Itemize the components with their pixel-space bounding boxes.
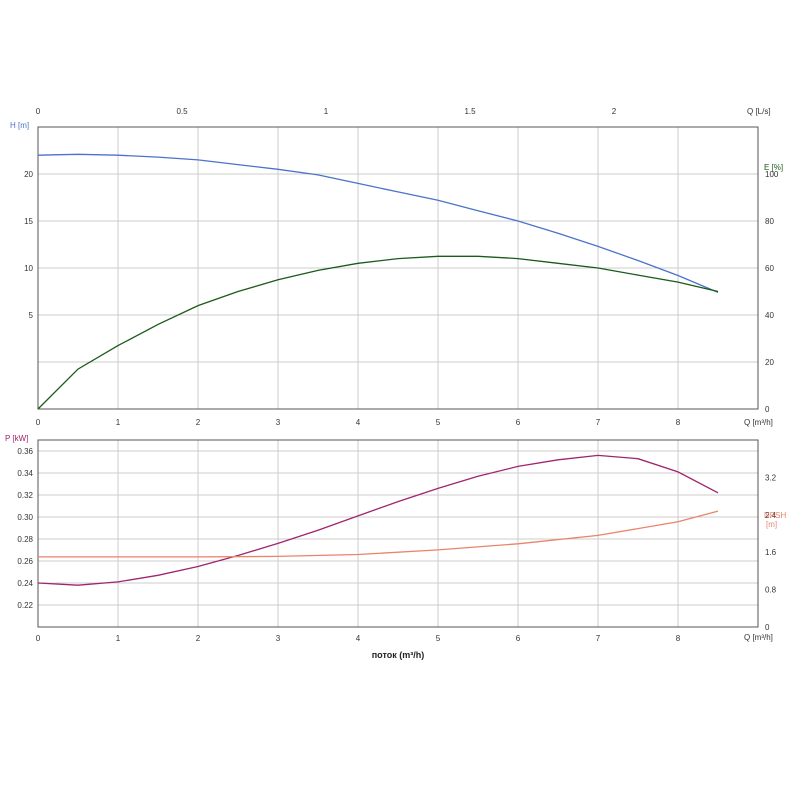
lower-x-tick-label: 7 [596,634,601,643]
npsh-axis-unit-line2: [m] [766,520,777,529]
power-tick-label: 0.28 [17,535,33,544]
npsh-tick-label: 1.6 [765,548,777,557]
efficiency-axis-unit: E [%] [764,163,783,172]
efficiency-tick-label: 0 [765,405,770,414]
top-x-tick-label: 2 [612,107,617,116]
head-tick-label: 15 [24,217,33,226]
top-x-tick-label: 0.5 [176,107,188,116]
power-tick-label: 0.24 [17,579,33,588]
power-tick-label: 0.30 [17,513,33,522]
efficiency-tick-label: 100 [765,170,779,179]
head-tick-label: 5 [29,311,34,320]
lower-x-tick-label: 3 [276,634,281,643]
efficiency-tick-label: 40 [765,311,774,320]
power-axis-unit: P [kW] [5,434,28,443]
upper-x-tick-label: 1 [116,418,121,427]
upper-x-axis-unit: Q [m³/h] [744,418,773,427]
upper-x-tick-label: 3 [276,418,281,427]
lower-panel-ticks: 0 1 2 3 4 5 6 7 8 0.22 0.24 0.26 0.28 0.30 0.32 0.34 0.3… [17,447,776,643]
efficiency-curve [37,255,719,410]
upper-panel-series [37,153,719,410]
head-tick-label: 20 [24,170,33,179]
power-tick-label: 0.36 [17,447,33,456]
upper-x-tick-label: 4 [356,418,361,427]
top-x-tick-label: 0 [36,107,41,116]
head-axis-unit: H [m] [10,121,29,130]
npsh-curve [38,510,719,558]
power-curve [37,454,719,586]
head-curve [37,153,719,293]
lower-x-tick-label: 4 [356,634,361,643]
lower-x-tick-label: 6 [516,634,521,643]
upper-x-tick-label: 2 [196,418,201,427]
lower-x-tick-label: 1 [116,634,121,643]
x-axis-title: поток (m³/h) [372,650,425,660]
lower-panel-grid [38,440,758,627]
top-x-tick-label: 1.5 [464,107,476,116]
upper-x-tick-label: 5 [436,418,441,427]
lower-panel-series [37,454,719,586]
top-x-axis-unit: Q [L/s] [747,107,771,116]
lower-x-tick-label: 8 [676,634,681,643]
npsh-tick-label: 3.2 [765,473,777,482]
upper-x-tick-label: 8 [676,418,681,427]
upper-panel-frame [37,126,759,410]
upper-x-tick-label: 7 [596,418,601,427]
lower-x-tick-label: 0 [36,634,41,643]
npsh-tick-label: 0.8 [765,586,777,595]
npsh-tick-label: 0 [765,623,770,632]
lower-x-tick-label: 5 [436,634,441,643]
top-x-tick-label: 1 [324,107,329,116]
npsh-tick-label: 2.4 [765,511,777,520]
power-tick-label: 0.34 [17,469,33,478]
npsh-axis-unit-line1: NPSH [764,511,786,520]
lower-x-axis-unit: Q [m³/h] [744,633,773,642]
upper-x-tick-label: 6 [516,418,521,427]
upper-panel-grid [38,127,758,409]
head-tick-label: 10 [24,264,33,273]
power-tick-label: 0.26 [17,557,33,566]
efficiency-tick-label: 80 [765,217,774,226]
power-tick-label: 0.32 [17,491,33,500]
efficiency-tick-label: 20 [765,358,774,367]
lower-x-tick-label: 2 [196,634,201,643]
power-tick-label: 0.22 [17,601,33,610]
efficiency-tick-label: 60 [765,264,774,273]
lower-panel-frame [37,439,759,628]
upper-x-tick-label: 0 [36,418,41,427]
